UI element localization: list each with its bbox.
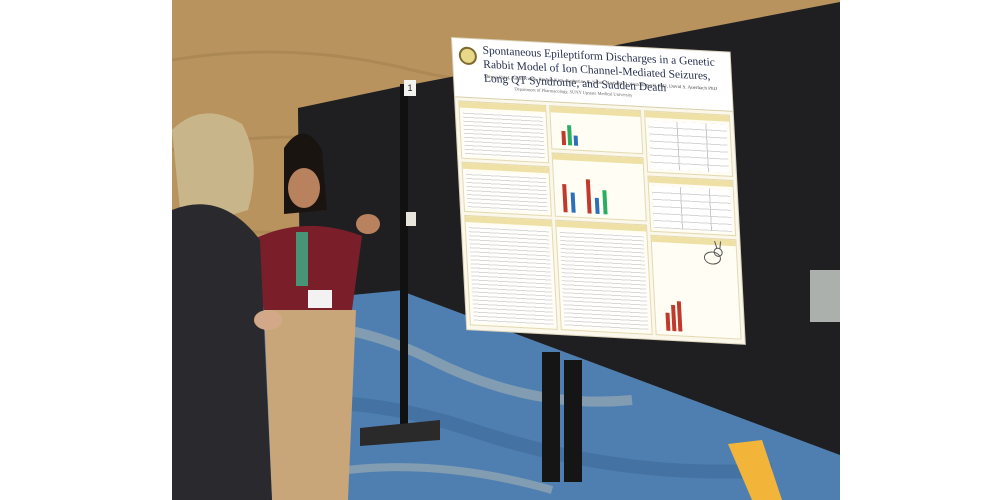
chart-bar xyxy=(573,135,579,146)
research-poster: Spontaneous Epileptiform Discharges in a… xyxy=(452,38,745,344)
poster-section-ecg xyxy=(549,105,644,155)
bag xyxy=(810,270,840,322)
board-foot xyxy=(360,420,440,446)
section-text xyxy=(462,110,545,160)
chart-bar xyxy=(562,183,568,213)
board-tag xyxy=(406,212,416,226)
chart-bar xyxy=(602,190,608,215)
viewer-hair xyxy=(172,113,254,230)
rabbit-icon xyxy=(703,240,723,265)
poster-body xyxy=(455,98,745,344)
board-pole xyxy=(400,84,408,436)
viewer-hands xyxy=(254,310,282,330)
poster-section-figure xyxy=(551,152,647,222)
poster-section-activity xyxy=(647,175,737,237)
section-band xyxy=(550,106,641,118)
poster-section-results-left xyxy=(464,214,558,330)
university-seal-icon xyxy=(458,46,478,66)
chart-bar xyxy=(585,179,592,214)
section-text xyxy=(559,229,649,331)
chart-bar xyxy=(567,125,573,146)
board-number: 1 xyxy=(404,80,416,96)
chart-bar xyxy=(570,192,576,213)
section-band xyxy=(552,153,643,165)
poster-section-intro xyxy=(458,100,550,164)
section-table xyxy=(648,120,729,173)
conference-photo: Spontaneous Epileptiform Discharges in a… xyxy=(172,0,840,500)
poster-section-results-mid xyxy=(555,219,653,335)
legs-behind-board xyxy=(542,352,560,482)
chart-bar xyxy=(665,312,671,331)
section-table xyxy=(651,185,732,233)
chart-bar xyxy=(671,304,677,332)
presenter-hand xyxy=(356,214,380,234)
viewer xyxy=(172,113,282,500)
name-badge xyxy=(308,290,332,308)
chart-bar xyxy=(561,130,567,146)
section-text xyxy=(468,225,554,326)
poster-section-methods xyxy=(461,161,552,217)
legs-behind-board-2 xyxy=(564,360,582,482)
presenter xyxy=(252,133,380,500)
poster-section-conclusion xyxy=(650,234,742,340)
lanyard xyxy=(296,232,308,286)
poster-section-table xyxy=(643,110,734,177)
presenter-pants xyxy=(264,310,356,500)
yellow-object xyxy=(728,440,782,500)
section-text xyxy=(465,171,548,213)
chart-bar xyxy=(594,197,600,215)
presenter-face xyxy=(288,168,320,208)
viewer-suit xyxy=(172,204,272,500)
chart-bar xyxy=(676,301,683,332)
